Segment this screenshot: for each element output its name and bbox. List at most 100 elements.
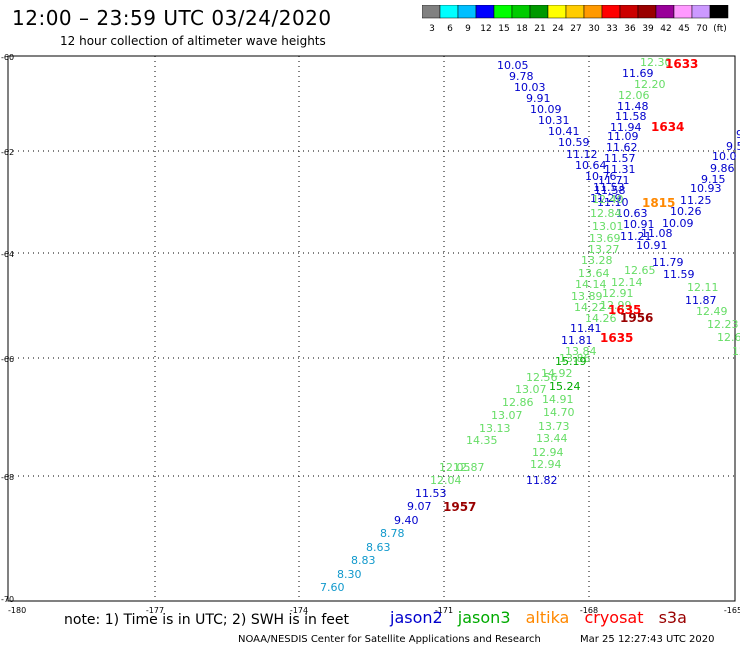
page-subtitle: 12 hour collection of altimeter wave hei… (60, 34, 326, 48)
swh-sounding: 14.70 (543, 406, 575, 419)
swh-sounding: 10.76 (585, 170, 617, 183)
lat-label: -66 (1, 355, 14, 364)
swh-sounding: 13.13 (479, 422, 511, 435)
lon-label: -180 (8, 606, 26, 615)
swh-sounding: 9.07 (407, 500, 432, 513)
credit-line: NOAA/NESDIS Center for Satellite Applica… (238, 634, 541, 645)
scale-label: 27 (570, 24, 581, 34)
swh-sounding: 11.81 (561, 334, 593, 347)
lon-label: -171 (435, 606, 453, 615)
swh-sounding: 12.87 (453, 461, 485, 474)
lon-label: -174 (290, 606, 308, 615)
scale-label: 6 (447, 24, 453, 34)
swh-sounding: 13.86 (559, 352, 591, 365)
swh-sounding: 10.26 (670, 205, 702, 218)
swh-sounding: 11.82 (526, 474, 558, 487)
swh-sounding: 13.07 (491, 409, 523, 422)
swh-sounding: 13.84 (565, 345, 597, 358)
scale-label: 21 (534, 24, 545, 34)
swh-sounding: 12.20 (634, 78, 666, 91)
legend-s3a: s3a (658, 608, 687, 627)
swh-sounding: 8.30 (337, 568, 362, 581)
swh-sounding: 13.44 (536, 432, 568, 445)
swh-sounding: 11.69 (622, 67, 654, 80)
swh-sounding: 11.79 (652, 256, 684, 269)
pass-time-label: 1956 (620, 311, 653, 325)
swh-sounding: 13.28 (581, 254, 613, 267)
swh-sounding: 11.08 (641, 227, 673, 240)
map-frame (7, 55, 736, 602)
swh-sounding: 10.0 (712, 150, 737, 163)
swh-sounding: 9.40 (394, 514, 419, 527)
lon-label: -177 (146, 606, 164, 615)
swh-sounding: 13.01 (592, 220, 624, 233)
swh-sounding: 13.27 (588, 243, 620, 256)
swh-sounding: 12.40 (592, 193, 624, 206)
scale-label: 70 (696, 24, 708, 34)
swh-sounding: 11.53 (593, 181, 625, 194)
scale-label: 33 (606, 24, 617, 34)
swh-sounding: 12 (732, 345, 740, 358)
swh-sounding: 7.60 (320, 581, 345, 594)
pass-time-label: 1633 (665, 57, 698, 71)
swh-sounding: 10.64 (575, 159, 607, 172)
swh-sounding: 9.78 (509, 70, 534, 83)
swh-sounding: 15.24 (549, 380, 581, 393)
lat-label: -62 (1, 148, 14, 157)
swh-sounding: 11.12 (566, 148, 598, 161)
swh-sounding: 11.29 (590, 192, 622, 205)
lon-label: -168 (580, 606, 598, 615)
swh-sounding: 11.53 (415, 487, 447, 500)
swh-sounding: 12.04 (430, 474, 462, 487)
swh-sounding: 10.31 (538, 114, 570, 127)
swh-sounding: 12.06 (618, 89, 650, 102)
swh-sounding: 11.10 (597, 196, 629, 209)
swh-sounding: 9.15 (701, 173, 726, 186)
scale-label: 39 (642, 24, 654, 34)
swh-sounding: 10.91 (636, 239, 668, 252)
swh-sounding: 13.89 (571, 290, 603, 303)
swh-sounding: 10.91 (623, 218, 655, 231)
swh-sounding: 14.35 (466, 434, 498, 447)
swh-sounding: 11.41 (570, 322, 602, 335)
legend-jason2: jason2 (390, 608, 443, 627)
satellite-legend: jason2 jason3 altika cryosat s3a (390, 608, 697, 627)
units-note: note: 1) Time is in UTC; 2) SWH is in fe… (64, 612, 350, 628)
lat-label: -64 (1, 250, 14, 259)
legend-altika: altika (525, 608, 570, 627)
swh-sounding: 14.14 (575, 278, 607, 291)
lat-label: -70 (1, 595, 14, 604)
pass-time-label: 1635 (600, 331, 633, 345)
lon-label: -165 (724, 606, 740, 615)
swh-sounding: 10.03 (514, 81, 546, 94)
swh-sounding: 12.23 (707, 318, 739, 331)
swh-sounding: 11.87 (685, 294, 717, 307)
swh-sounding: 11.57 (604, 152, 636, 165)
scale-label: 45 (678, 24, 689, 34)
scale-label: 30 (588, 24, 600, 34)
color-scale-bar: 3 6 9 12 15 18 21 24 27 30 33 36 39 42 45 70 (ft) (422, 5, 729, 34)
swh-sounding: 12.05 (439, 461, 471, 474)
legend-cryosat: cryosat (584, 608, 644, 627)
swh-sounding: 10.59 (558, 136, 590, 149)
pass-time-label: 1957 (443, 500, 476, 514)
swh-sounding: 9.86 (710, 162, 735, 175)
swh-sounding: 13.64 (578, 267, 610, 280)
swh-sounding: 14.91 (542, 393, 574, 406)
swh-sounding: 11.58 (594, 184, 626, 197)
swh-sounding: 12.91 (602, 287, 634, 300)
swh-sounding: 12.49 (696, 305, 728, 318)
scale-label: 9 (465, 24, 471, 34)
scale-label: 42 (660, 24, 671, 34)
swh-sounding: 8.78 (380, 527, 405, 540)
swh-sounding: 12.56 (526, 371, 558, 384)
swh-sounding: 11.58 (615, 110, 647, 123)
swh-sounding: 9.91 (526, 92, 551, 105)
lat-label: -68 (1, 473, 14, 482)
timestamp: Mar 25 12:27:43 UTC 2020 (580, 634, 715, 645)
swh-sounding: 10.05 (497, 59, 529, 72)
scale-label: 3 (429, 24, 435, 34)
swh-sounding: 9. (736, 128, 740, 141)
pass-time-label: 1635 (608, 303, 641, 317)
swh-sounding: 12.94 (532, 446, 564, 459)
